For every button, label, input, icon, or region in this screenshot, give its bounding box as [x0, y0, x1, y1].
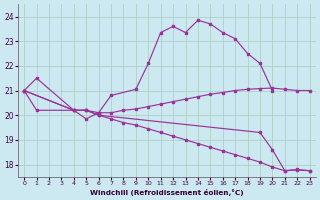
X-axis label: Windchill (Refroidissement éolien,°C): Windchill (Refroidissement éolien,°C)	[90, 189, 244, 196]
